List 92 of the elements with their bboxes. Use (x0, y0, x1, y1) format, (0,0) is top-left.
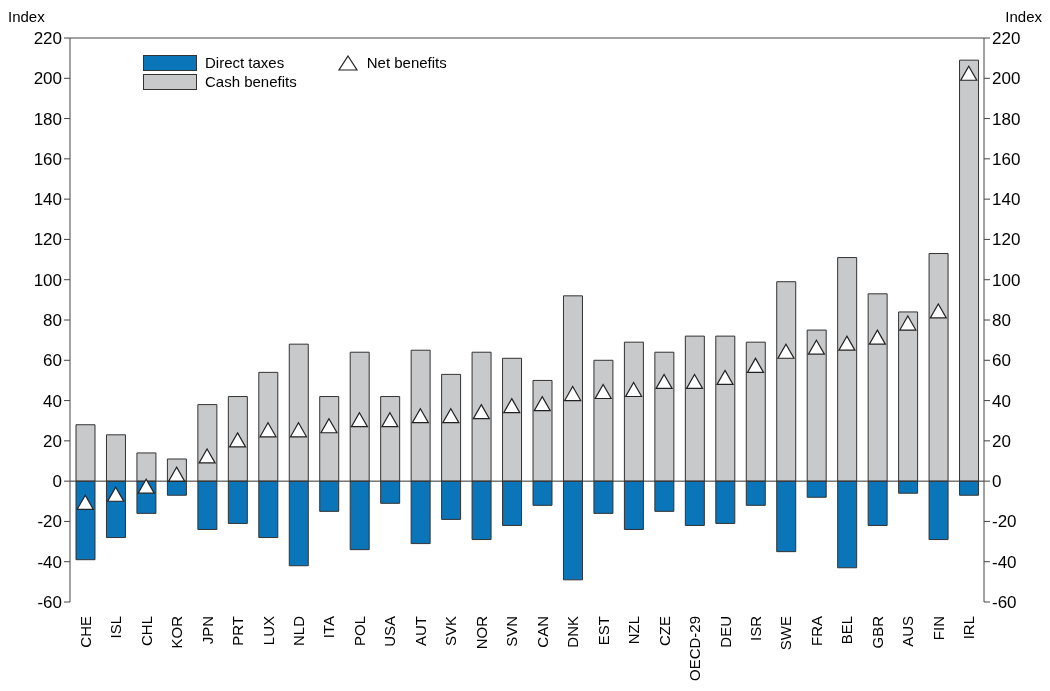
y2-tick-label: 120 (992, 230, 1021, 250)
point (594, 383, 612, 400)
x-tick-label: CZE (655, 616, 673, 646)
point (259, 422, 277, 438)
y-tick-label: 120 (33, 230, 62, 250)
y2-tick-label: 220 (992, 29, 1021, 49)
x-tick-label: FRA (807, 616, 825, 646)
x-tick-label: PRT (229, 616, 247, 646)
x-tick-label: DEU (716, 616, 734, 648)
y-tick-label: 160 (33, 149, 62, 169)
y-tick-label: 140 (33, 190, 62, 210)
y2-tick-label: -40 (992, 552, 1017, 572)
point (472, 404, 490, 420)
y2-tick-label: 40 (992, 391, 1011, 411)
x-tick-label: FIN (929, 616, 947, 641)
y-tick-label: 0 (52, 472, 62, 492)
x-tick-label: EST (594, 616, 612, 646)
y2-tick-label: 100 (992, 270, 1021, 290)
point (655, 373, 673, 390)
x-tick-label: SWE (777, 616, 795, 651)
y2-axis-title: Index (1005, 8, 1042, 25)
point (685, 373, 704, 390)
point (838, 335, 856, 351)
x-tick-label: IRL (960, 616, 978, 640)
y-axis-title: Index (8, 8, 45, 25)
y2-tick-label: 0 (992, 472, 1002, 492)
point (625, 381, 643, 398)
point (960, 65, 978, 81)
x-tick-label: NZL (625, 616, 643, 645)
y-tick-label: -20 (37, 512, 62, 532)
point (503, 398, 521, 414)
point (137, 478, 155, 494)
x-tick-label: OECD-29 (686, 616, 704, 682)
legend-label: Net benefits (366, 54, 447, 71)
point (320, 418, 338, 434)
x-tick-label: SVK (442, 616, 460, 647)
y-tick-label: 200 (33, 69, 62, 89)
point (899, 315, 917, 331)
y-tick-label: 220 (33, 29, 62, 49)
x-tick-label: CHE (76, 616, 94, 648)
x-tick-label: KOR (168, 615, 186, 649)
y-tick-label: 20 (43, 431, 62, 451)
y2-tick-label: 60 (992, 351, 1011, 371)
x-tick-label: USA (381, 616, 399, 647)
point (228, 432, 247, 448)
y-tick-label: 60 (43, 351, 62, 371)
x-tick-label: JPN (198, 616, 216, 645)
point (411, 408, 429, 424)
x-tick-label: ITA (320, 616, 338, 639)
point (442, 408, 460, 424)
y2-tick-label: 140 (992, 190, 1021, 210)
x-tick-label: ISL (107, 616, 125, 639)
point (381, 412, 399, 428)
x-tick-label: NLD (290, 615, 307, 647)
y2-tick-label: 200 (992, 69, 1021, 89)
y-tick-label: 40 (43, 391, 62, 411)
y2-tick-label: 80 (992, 311, 1011, 331)
x-tick-label: AUT (411, 616, 429, 646)
y2-tick-label: -60 (992, 593, 1017, 613)
point (564, 385, 582, 402)
y2-tick-label: 20 (992, 431, 1011, 451)
x-tick-label: AUS (899, 616, 917, 647)
x-tick-label: BEL (838, 616, 856, 645)
y-tick-label: 80 (43, 311, 62, 331)
point (289, 422, 308, 438)
x-tick-label: POL (350, 616, 368, 647)
point (777, 343, 795, 359)
x-tick-label: GBR (868, 615, 886, 649)
x-tick-label: CAN (533, 616, 551, 648)
y-tick-label: -40 (37, 552, 62, 572)
point (107, 486, 125, 502)
y-tick-label: -60 (37, 593, 62, 613)
x-tick-label: CHL (137, 616, 155, 647)
point (350, 412, 369, 428)
point (929, 303, 947, 319)
x-tick-label: DNK (564, 616, 582, 648)
point (868, 329, 886, 345)
y2-tick-label: -20 (992, 512, 1017, 532)
point (716, 369, 734, 386)
y-tick-label: 180 (33, 109, 62, 129)
x-tick-label: ISR (747, 615, 764, 642)
legend-label: Direct taxes (205, 54, 285, 71)
x-tick-label: NOR (472, 615, 490, 650)
point (807, 339, 826, 355)
legend-label: Cash benefits (205, 73, 297, 90)
y-tick-label: 100 (33, 270, 62, 290)
point (533, 396, 551, 412)
x-tick-label: LUX (259, 616, 277, 646)
y2-tick-label: 160 (992, 149, 1021, 169)
y2-tick-label: 180 (992, 109, 1021, 129)
x-tick-label: SVN (503, 616, 521, 647)
point (746, 357, 765, 373)
